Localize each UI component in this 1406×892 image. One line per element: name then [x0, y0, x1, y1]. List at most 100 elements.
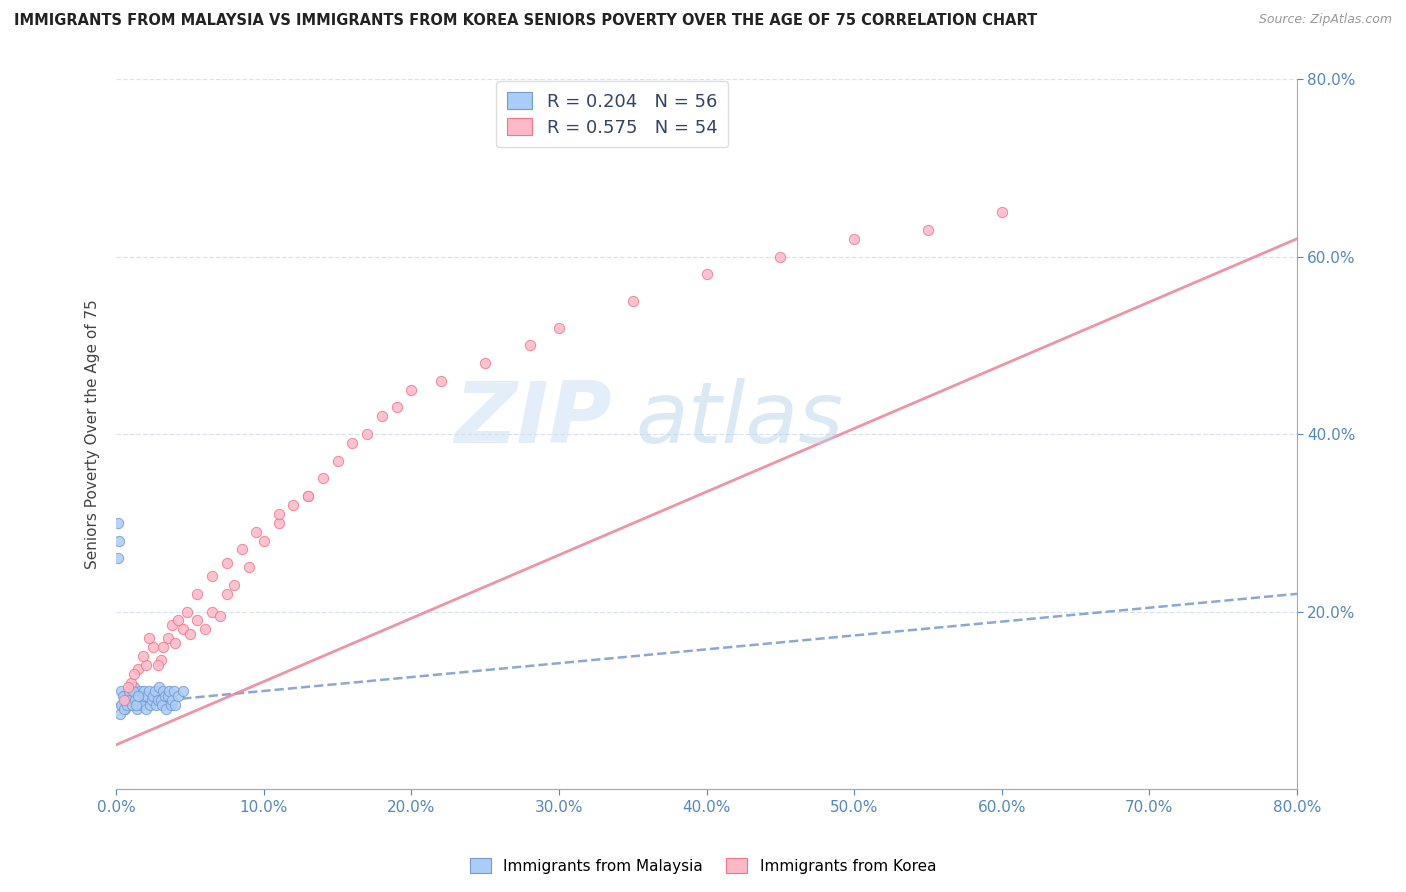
Point — [385, 401, 408, 415]
Point — [152, 640, 174, 654]
Point — [112, 689, 135, 703]
Point — [112, 693, 135, 707]
Point — [769, 250, 792, 264]
Point — [371, 409, 394, 424]
Point — [548, 320, 571, 334]
Point — [121, 698, 143, 712]
Point — [167, 614, 190, 628]
Point — [125, 698, 148, 712]
Text: Source: ZipAtlas.com: Source: ZipAtlas.com — [1258, 13, 1392, 27]
Point — [156, 689, 179, 703]
Point — [118, 684, 141, 698]
Legend: Immigrants from Malaysia, Immigrants from Korea: Immigrants from Malaysia, Immigrants fro… — [464, 852, 942, 880]
Point — [131, 698, 153, 712]
Point — [124, 689, 146, 703]
Point — [134, 684, 156, 698]
Text: ZIP: ZIP — [454, 378, 612, 461]
Point — [128, 684, 150, 698]
Point — [132, 648, 155, 663]
Point — [107, 516, 129, 530]
Point — [142, 640, 165, 654]
Point — [163, 684, 186, 698]
Point — [120, 675, 142, 690]
Point — [135, 702, 157, 716]
Point — [111, 689, 134, 703]
Point — [132, 689, 155, 703]
Point — [136, 689, 159, 703]
Point — [238, 560, 260, 574]
Point — [844, 232, 866, 246]
Point — [139, 698, 162, 712]
Point — [267, 507, 290, 521]
Point — [162, 618, 184, 632]
Text: IMMIGRANTS FROM MALAYSIA VS IMMIGRANTS FROM KOREA SENIORS POVERTY OVER THE AGE O: IMMIGRANTS FROM MALAYSIA VS IMMIGRANTS F… — [14, 13, 1038, 29]
Point — [201, 569, 224, 583]
Point — [231, 542, 253, 557]
Point — [121, 698, 143, 712]
Point — [215, 556, 238, 570]
Point — [165, 635, 187, 649]
Point — [283, 498, 305, 512]
Point — [297, 489, 319, 503]
Point — [990, 205, 1012, 219]
Point — [145, 698, 167, 712]
Point — [107, 551, 129, 566]
Point — [142, 689, 165, 703]
Point — [138, 684, 160, 698]
Point — [149, 653, 172, 667]
Point — [401, 383, 423, 397]
Point — [127, 689, 149, 703]
Point — [156, 632, 179, 646]
Point — [430, 374, 453, 388]
Point — [111, 698, 134, 712]
Point — [110, 698, 132, 712]
Point — [152, 684, 174, 698]
Legend: R = 0.204   N = 56, R = 0.575   N = 54: R = 0.204 N = 56, R = 0.575 N = 54 — [496, 81, 728, 147]
Point — [120, 693, 142, 707]
Point — [157, 684, 180, 698]
Point — [696, 267, 718, 281]
Point — [124, 693, 146, 707]
Point — [186, 614, 208, 628]
Point — [108, 706, 131, 721]
Point — [125, 702, 148, 716]
Point — [146, 693, 169, 707]
Point — [153, 689, 176, 703]
Point — [114, 702, 136, 716]
Point — [356, 427, 378, 442]
Point — [149, 693, 172, 707]
Point — [112, 702, 135, 716]
Point — [224, 578, 246, 592]
Point — [146, 657, 169, 672]
Point — [267, 516, 290, 530]
Y-axis label: Seniors Poverty Over the Age of 75: Seniors Poverty Over the Age of 75 — [86, 299, 100, 569]
Point — [115, 693, 138, 707]
Point — [342, 436, 364, 450]
Point — [143, 684, 166, 698]
Point — [150, 698, 173, 712]
Point — [127, 662, 149, 676]
Point — [141, 693, 163, 707]
Point — [162, 693, 184, 707]
Point — [253, 533, 276, 548]
Point — [120, 693, 142, 707]
Point — [194, 623, 217, 637]
Point — [165, 698, 187, 712]
Point — [110, 684, 132, 698]
Point — [108, 533, 131, 548]
Point — [312, 471, 335, 485]
Point — [519, 338, 541, 352]
Point — [474, 356, 496, 370]
Point — [172, 684, 194, 698]
Point — [297, 489, 319, 503]
Point — [186, 587, 208, 601]
Point — [117, 698, 139, 712]
Point — [208, 609, 231, 624]
Point — [176, 605, 198, 619]
Point — [215, 587, 238, 601]
Point — [172, 623, 194, 637]
Point — [117, 698, 139, 712]
Text: atlas: atlas — [636, 378, 844, 461]
Point — [917, 223, 939, 237]
Point — [245, 524, 267, 539]
